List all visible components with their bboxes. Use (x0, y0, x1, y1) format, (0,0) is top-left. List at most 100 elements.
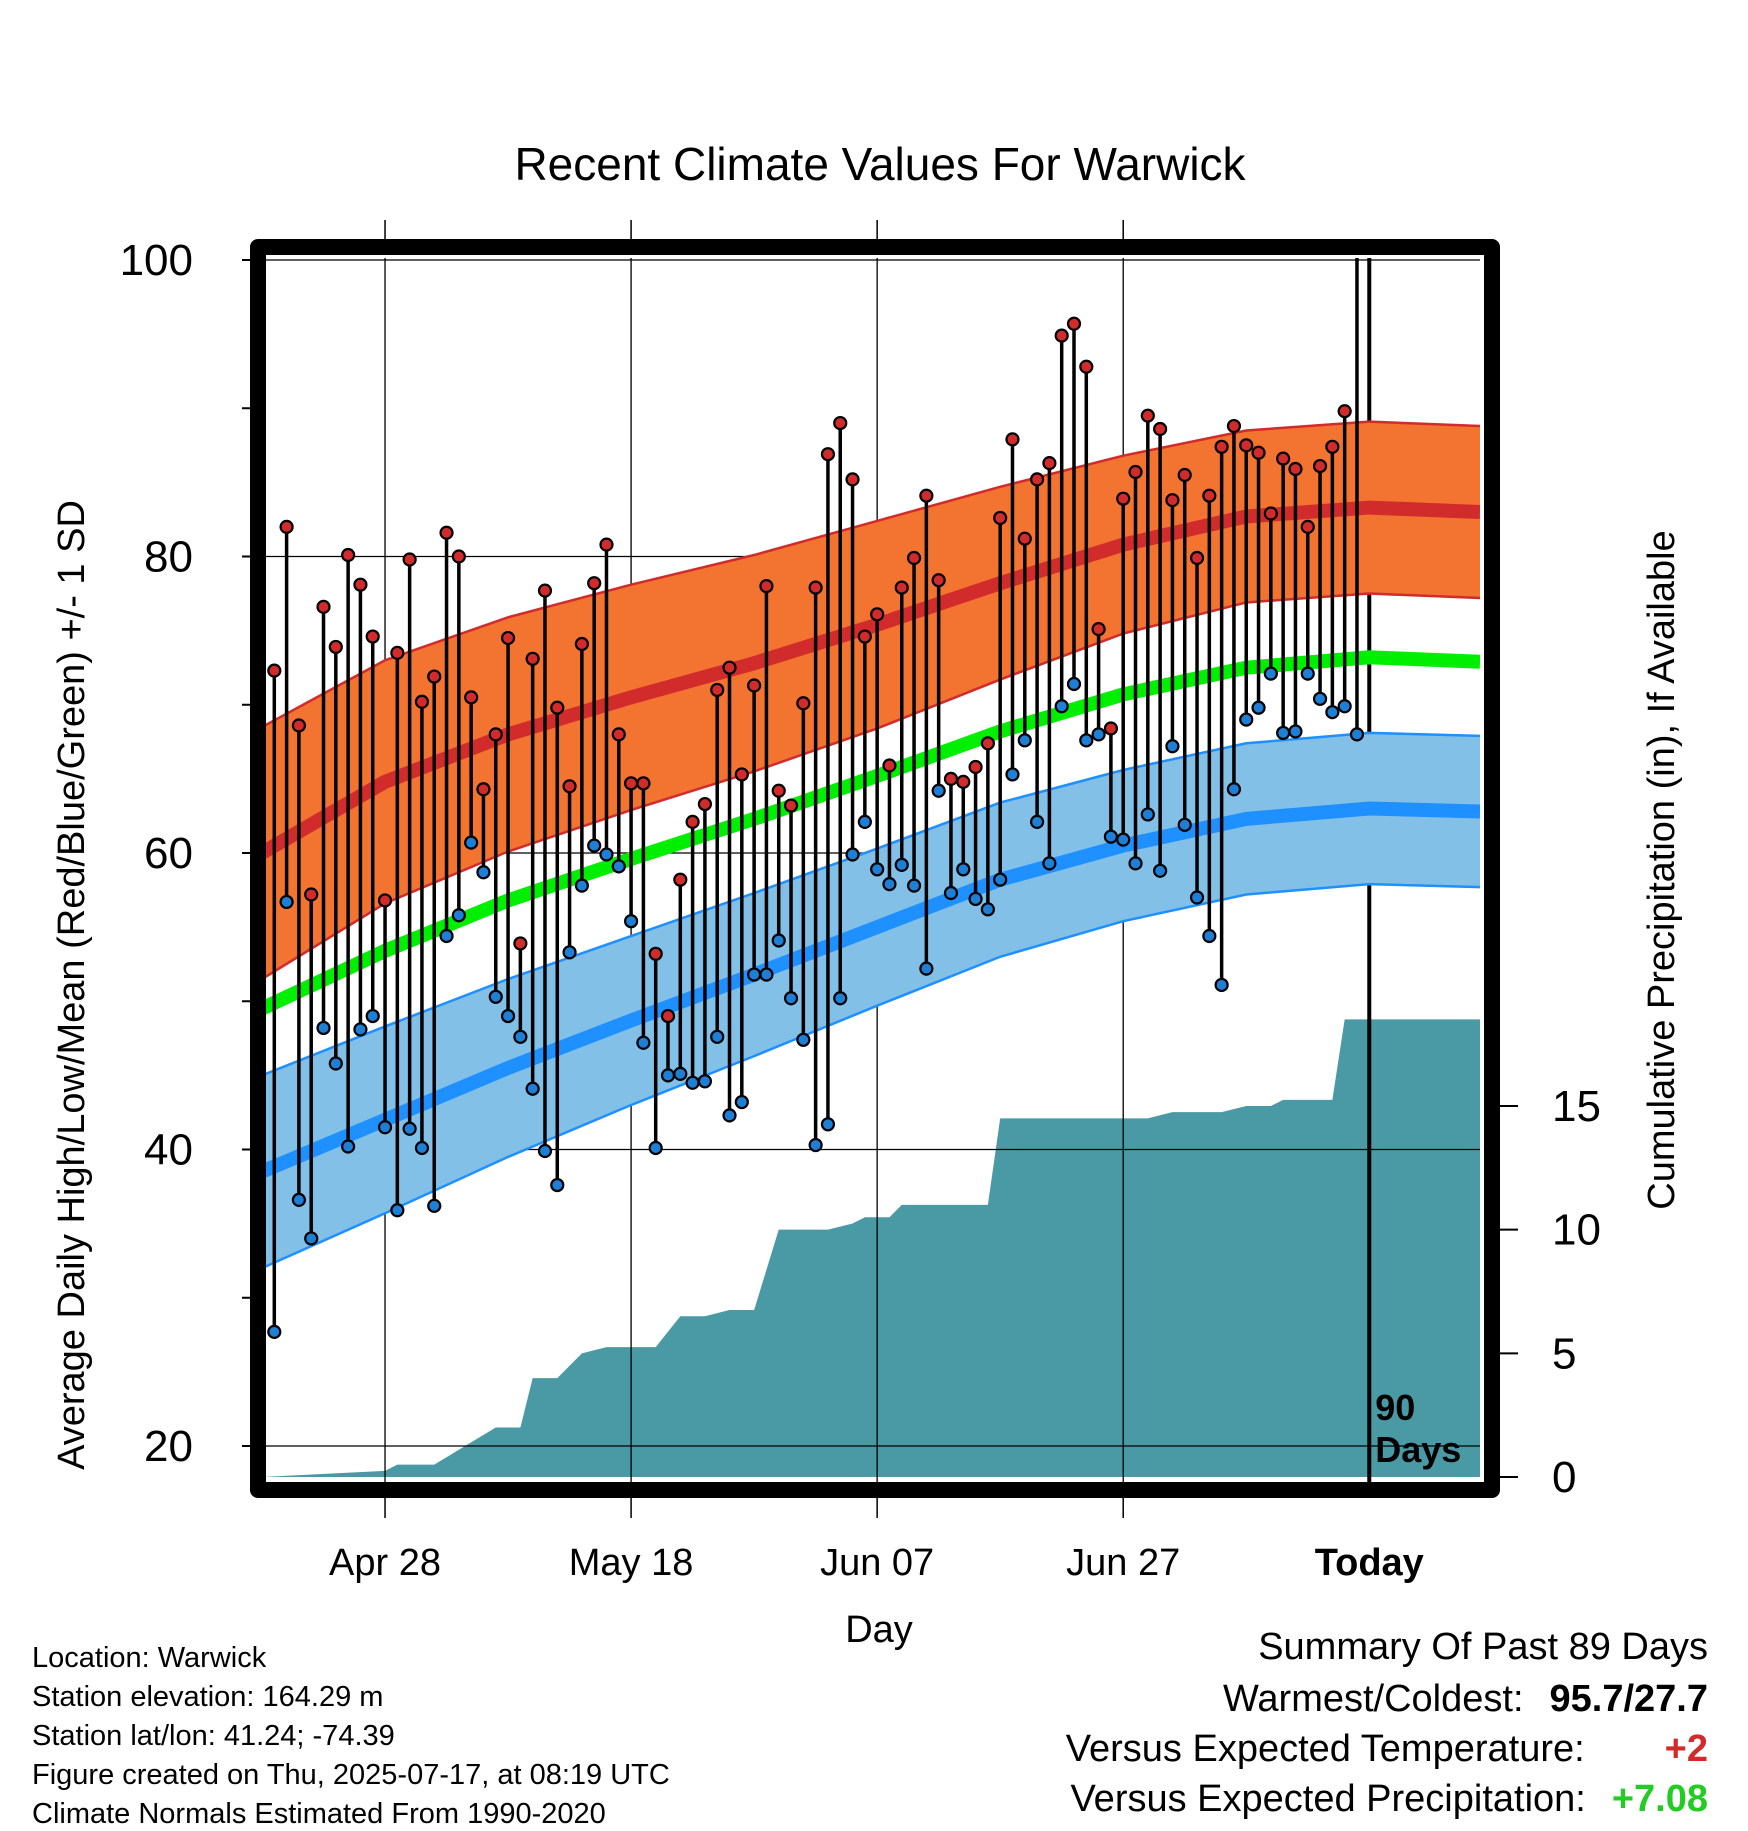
daily-low-point (1079, 733, 1094, 748)
daily-high-point (1054, 328, 1069, 343)
daily-low-point (771, 933, 786, 948)
daily-low-point (537, 1143, 553, 1159)
x-axis-label: Day (845, 1609, 913, 1651)
y2-tick-label: 0 (1552, 1453, 1576, 1502)
daily-low-point (857, 814, 872, 829)
daily-high-point (1128, 464, 1143, 480)
daily-low-point (488, 989, 503, 1004)
daily-high-point (1337, 404, 1352, 419)
y-tick-label: 80 (144, 533, 193, 582)
daily-low-point (980, 902, 995, 917)
daily-high-point (476, 782, 491, 797)
daily-high-point (820, 447, 836, 462)
daily-high-point (882, 758, 897, 773)
daily-low-point (685, 1075, 700, 1090)
daily-low-point (1189, 890, 1205, 905)
daily-low-point (1103, 829, 1119, 844)
daily-high-point (636, 776, 651, 791)
daily-low-point (439, 928, 454, 944)
plot-frame (250, 239, 1500, 1498)
low-sd-band (262, 732, 1480, 1269)
daily-low-point (500, 1008, 516, 1024)
daily-low-point (783, 991, 799, 1006)
daily-low-point (1263, 666, 1278, 681)
daily-high-point (1066, 316, 1082, 331)
daily-low-point (587, 838, 602, 853)
x-tick-label: Jun 27 (1066, 1542, 1180, 1584)
daily-low-point (304, 1231, 319, 1246)
daily-high-point (808, 580, 823, 595)
daily-high-point (1226, 418, 1242, 434)
today-label-days: Days (1375, 1429, 1461, 1470)
daily-high-point (513, 936, 528, 951)
daily-high-point (759, 579, 774, 594)
y-axis-label: Average Daily High/Low/Mean (Red/Blue/Gr… (51, 500, 93, 1470)
daily-high-point (1300, 519, 1315, 534)
today-label-number: 90 (1375, 1387, 1415, 1428)
daily-high-point (1325, 439, 1340, 454)
temp-label: Versus Expected Temperature: (1065, 1728, 1585, 1770)
daily-high-point (857, 629, 872, 644)
daily-low-point (328, 1056, 343, 1071)
daily-low-point (1153, 863, 1168, 878)
daily-low-point (1017, 733, 1032, 748)
daily-high-point (673, 872, 688, 887)
daily-low-point (267, 1324, 282, 1339)
daily-low-point (365, 1008, 380, 1024)
daily-high-point (390, 645, 405, 660)
plot-inner (262, 258, 1480, 1490)
y-tick-label: 60 (144, 829, 193, 878)
daily-low-point (1066, 676, 1082, 692)
daily-high-point (1165, 493, 1180, 508)
daily-high-point (968, 759, 983, 775)
daily-low-point (1337, 699, 1352, 714)
daily-low-point (377, 1120, 393, 1135)
x-tick-label: May 18 (569, 1542, 694, 1584)
daily-high-point (587, 576, 602, 591)
daily-low-point (734, 1094, 749, 1110)
daily-high-point (685, 814, 700, 829)
high-sd-band (262, 421, 1480, 980)
daily-low-point (550, 1177, 565, 1193)
daily-high-point (451, 549, 466, 564)
info-latlon: Station lat/lon: 41.24; -74.39 (32, 1720, 395, 1752)
y2-axis-label: Cumulative Precipitation (in), If Availa… (1641, 530, 1683, 1209)
daily-low-point (476, 865, 491, 880)
daily-low-point (1165, 739, 1180, 754)
chart-title: Recent Climate Values For Warwick (514, 138, 1246, 190)
daily-high-point (1116, 491, 1131, 506)
daily-low-point (820, 1117, 836, 1132)
daily-low-point (943, 885, 959, 901)
daily-low-point (845, 847, 860, 862)
daily-high-point (537, 583, 553, 598)
daily-low-point (1091, 727, 1106, 742)
precip-label: Versus Expected Precipitation: (1070, 1778, 1586, 1820)
daily-high-point (1239, 438, 1254, 453)
daily-high-point (1189, 550, 1205, 566)
daily-high-point (833, 415, 848, 431)
y2-tick-label: 10 (1552, 1206, 1601, 1255)
daily-low-point (464, 835, 479, 850)
y2-tick-label: 5 (1552, 1329, 1576, 1378)
daily-low-point (1276, 725, 1291, 741)
daily-low-point (919, 961, 934, 976)
daily-low-point (968, 891, 983, 907)
summary-title-text: Summary Of Past 89 Days (1258, 1626, 1708, 1668)
daily-low-point (906, 878, 922, 893)
y2-tick-label: 15 (1552, 1082, 1601, 1131)
daily-low-point (722, 1108, 737, 1123)
high-band-upper-edge (262, 420, 1480, 729)
daily-low-point (1239, 712, 1254, 727)
x-tick-label: Today (1315, 1542, 1424, 1584)
daily-high-point (734, 767, 749, 782)
daily-high-point (279, 519, 294, 534)
daily-high-point (993, 510, 1008, 526)
warm-cold-label: Warmest/Coldest: (1222, 1678, 1524, 1720)
daily-low-point (525, 1081, 540, 1096)
daily-low-point (808, 1137, 823, 1153)
daily-low-point (623, 914, 639, 929)
daily-high-point (845, 472, 860, 487)
daily-low-point (611, 859, 626, 874)
daily-high-point (1091, 622, 1106, 637)
